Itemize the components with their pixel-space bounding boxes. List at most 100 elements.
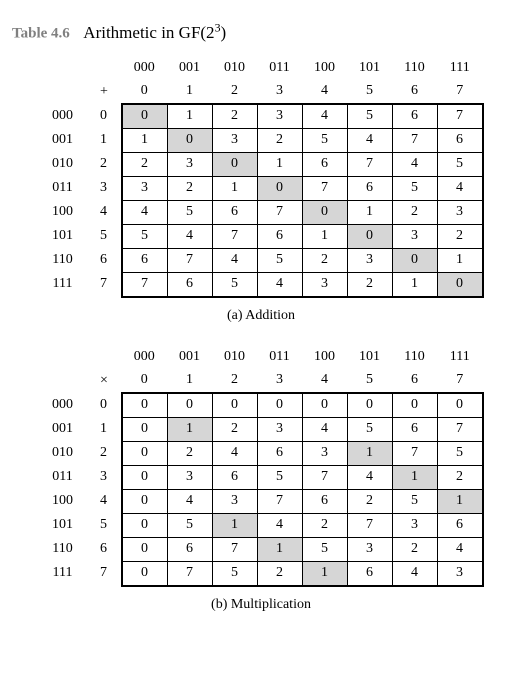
col-dec-label: 6 — [392, 369, 437, 393]
table-row: 000000000000 — [39, 393, 483, 418]
col-bin-label: 010 — [212, 57, 257, 80]
sub-caption: (b) Multiplication — [12, 597, 510, 613]
data-cell: 5 — [302, 128, 347, 152]
col-bin-label: 100 — [302, 57, 347, 80]
data-cell: 5 — [167, 200, 212, 224]
col-dec-label: 5 — [347, 369, 392, 393]
row-bin-label: 111 — [39, 272, 87, 297]
row-dec-label: 1 — [87, 417, 122, 441]
row-dec-label: 2 — [87, 441, 122, 465]
data-cell: 1 — [212, 176, 257, 200]
data-cell: 5 — [437, 152, 483, 176]
data-cell: 2 — [257, 128, 302, 152]
data-cell: 6 — [347, 561, 392, 586]
data-cell: 4 — [257, 272, 302, 297]
col-dec-label: 7 — [437, 369, 483, 393]
data-cell: 6 — [392, 417, 437, 441]
table-row: 110606715324 — [39, 537, 483, 561]
data-cell: 3 — [392, 513, 437, 537]
data-cell: 6 — [437, 128, 483, 152]
data-cell: 1 — [167, 417, 212, 441]
col-bin-label: 101 — [347, 57, 392, 80]
data-cell: 3 — [437, 561, 483, 586]
col-dec-label: 0 — [122, 80, 168, 104]
data-cell: 2 — [437, 465, 483, 489]
data-cell: 1 — [392, 465, 437, 489]
data-cell: 4 — [167, 489, 212, 513]
data-cell: 1 — [122, 128, 168, 152]
row-dec-label: 4 — [87, 200, 122, 224]
row-bin-label: 110 — [39, 248, 87, 272]
data-cell: 0 — [347, 224, 392, 248]
data-cell: 7 — [167, 561, 212, 586]
data-cell: 0 — [392, 248, 437, 272]
data-cell: 7 — [257, 200, 302, 224]
table-row: 100445670123 — [39, 200, 483, 224]
row-dec-label: 0 — [87, 104, 122, 129]
data-cell: 5 — [347, 417, 392, 441]
table-row: 000001010011100101110111 — [39, 57, 483, 80]
data-cell: 0 — [437, 393, 483, 418]
data-cell: 6 — [347, 176, 392, 200]
data-cell: 5 — [392, 489, 437, 513]
data-cell: 0 — [122, 489, 168, 513]
data-cell: 0 — [122, 441, 168, 465]
data-cell: 4 — [302, 104, 347, 129]
data-cell: 7 — [257, 489, 302, 513]
data-cell: 0 — [167, 128, 212, 152]
data-cell: 4 — [167, 224, 212, 248]
data-cell: 1 — [302, 224, 347, 248]
table-row: 001110325476 — [39, 128, 483, 152]
data-cell: 7 — [392, 128, 437, 152]
table-title: Table 4.6 Arithmetic in GF(23) — [12, 20, 510, 43]
data-cell: 7 — [437, 417, 483, 441]
data-cell: 0 — [257, 393, 302, 418]
data-cell: 0 — [122, 393, 168, 418]
data-cell: 5 — [302, 537, 347, 561]
data-cell: 0 — [257, 176, 302, 200]
table-row: 111776543210 — [39, 272, 483, 297]
data-cell: 7 — [392, 441, 437, 465]
data-cell: 4 — [347, 128, 392, 152]
data-cell: 1 — [392, 272, 437, 297]
data-cell: 1 — [167, 104, 212, 129]
data-cell: 4 — [437, 176, 483, 200]
data-cell: 1 — [212, 513, 257, 537]
arith-table: 000001010011100101110111×012345670000000… — [39, 346, 484, 587]
data-cell: 3 — [437, 200, 483, 224]
row-dec-label: 0 — [87, 393, 122, 418]
table-row: 000001234567 — [39, 104, 483, 129]
data-cell: 0 — [122, 561, 168, 586]
col-bin-label: 110 — [392, 346, 437, 369]
data-cell: 2 — [122, 152, 168, 176]
table-row: 000001010011100101110111 — [39, 346, 483, 369]
table-row: 011303657412 — [39, 465, 483, 489]
row-bin-label: 100 — [39, 200, 87, 224]
table-row: 001101234567 — [39, 417, 483, 441]
col-bin-label: 000 — [122, 346, 168, 369]
col-dec-label: 0 — [122, 369, 168, 393]
data-cell: 7 — [347, 513, 392, 537]
row-bin-label: 100 — [39, 489, 87, 513]
data-cell: 0 — [122, 513, 168, 537]
data-cell: 2 — [212, 104, 257, 129]
data-cell: 4 — [212, 441, 257, 465]
table-row: 011332107654 — [39, 176, 483, 200]
data-cell: 4 — [437, 537, 483, 561]
col-bin-label: 111 — [437, 346, 483, 369]
data-cell: 4 — [257, 513, 302, 537]
data-cell: 2 — [167, 441, 212, 465]
data-cell: 4 — [392, 561, 437, 586]
data-cell: 5 — [122, 224, 168, 248]
data-cell: 6 — [122, 248, 168, 272]
data-cell: 0 — [212, 393, 257, 418]
data-cell: 3 — [167, 152, 212, 176]
data-cell: 5 — [347, 104, 392, 129]
col-dec-label: 4 — [302, 369, 347, 393]
row-dec-label: 3 — [87, 176, 122, 200]
title-suffix: ) — [221, 23, 227, 42]
table-row: 010223016745 — [39, 152, 483, 176]
col-bin-label: 111 — [437, 57, 483, 80]
col-bin-label: 100 — [302, 346, 347, 369]
data-cell: 5 — [392, 176, 437, 200]
